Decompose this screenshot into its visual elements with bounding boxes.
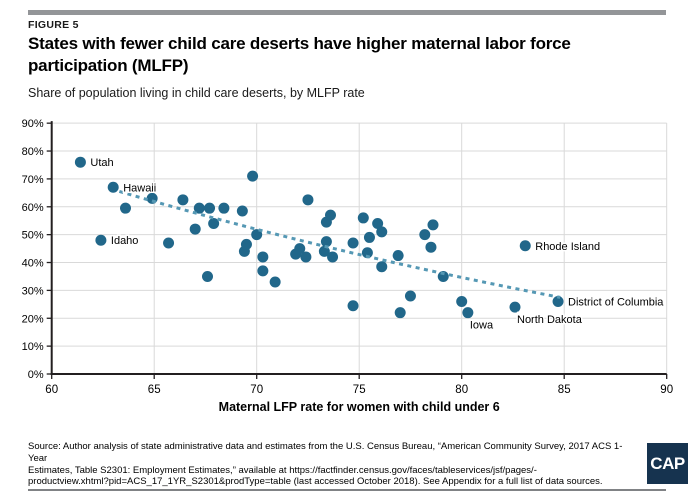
y-tick-label: 70%	[22, 174, 44, 186]
state-label: Hawaii	[123, 182, 156, 194]
data-point	[302, 194, 314, 206]
data-point	[189, 223, 201, 235]
data-point	[392, 250, 404, 262]
state-label: North Dakota	[517, 314, 583, 326]
state-label: Iowa	[470, 320, 494, 332]
data-point	[361, 247, 373, 259]
x-tick-label: 60	[45, 384, 58, 396]
data-point	[394, 307, 406, 319]
data-point	[120, 202, 131, 214]
top-divider-bar	[28, 10, 666, 15]
y-tick-label: 10%	[22, 341, 44, 353]
data-point	[376, 261, 388, 273]
data-point	[294, 243, 306, 255]
x-axis-title: Maternal LFP rate for women with child u…	[219, 400, 500, 414]
data-point	[347, 300, 359, 312]
state-label: Utah	[90, 157, 113, 169]
state-label: Idaho	[111, 235, 139, 247]
data-point	[404, 290, 416, 302]
x-tick-label: 75	[353, 384, 366, 396]
data-point	[456, 296, 468, 308]
data-point	[318, 245, 330, 257]
data-point	[240, 238, 252, 250]
y-tick-label: 40%	[22, 258, 44, 270]
chart-subtitle: Share of population living in child care…	[28, 86, 365, 100]
data-point	[208, 218, 220, 230]
data-point	[257, 265, 269, 277]
y-tick-label: 0%	[28, 369, 44, 381]
data-point	[425, 241, 437, 253]
source-text: Source: Author analysis of state adminis…	[28, 441, 640, 488]
data-point	[347, 237, 359, 249]
y-tick-label: 20%	[22, 313, 44, 325]
data-point	[202, 270, 213, 282]
y-tick-label: 50%	[22, 230, 44, 242]
x-tick-label: 70	[250, 384, 263, 396]
y-tick-label: 80%	[22, 146, 44, 158]
trendline	[118, 190, 561, 299]
state-label: District of Columbia	[568, 297, 664, 309]
data-point	[107, 181, 119, 193]
scatter-chart: 0% 10% 20% 30% 40% 50% 60% 70% 80% 90% 60 65 70 75 80 8…	[22, 118, 673, 414]
data-point	[372, 218, 384, 230]
data-point	[177, 194, 189, 206]
data-point	[193, 202, 205, 214]
data-point	[95, 234, 107, 246]
data-point	[218, 202, 230, 214]
data-point	[509, 301, 521, 313]
source-line: Source: Author analysis of state adminis…	[28, 441, 623, 464]
x-tick-label: 90	[660, 384, 673, 396]
source-line: productview.xhtml?pid=ACS_17_1YR_S2301&p…	[28, 476, 603, 488]
data-point	[427, 219, 439, 231]
data-point	[163, 237, 175, 249]
data-point	[462, 307, 474, 319]
data-point	[236, 205, 248, 217]
data-point	[325, 209, 336, 221]
data-point	[327, 251, 339, 263]
data-point	[269, 276, 281, 288]
y-tick-label: 60%	[22, 202, 44, 214]
data-point	[363, 231, 375, 243]
data-point	[204, 202, 216, 214]
data-point	[519, 240, 531, 252]
x-tick-label: 85	[558, 384, 571, 396]
data-point	[357, 212, 369, 224]
cap-logo: CAP	[647, 443, 688, 484]
figure-label: FIGURE 5	[28, 19, 79, 31]
data-point	[300, 251, 312, 263]
x-tick-label: 65	[148, 384, 161, 396]
data-point	[419, 229, 431, 241]
data-point	[74, 156, 86, 168]
data-point	[320, 236, 332, 248]
data-point	[251, 229, 263, 241]
data-point	[376, 226, 388, 238]
y-tick-label: 90%	[22, 118, 44, 130]
bottom-divider-rule	[28, 489, 666, 491]
data-point	[257, 251, 269, 263]
source-line: Estimates, Table S2301: Employment Estim…	[28, 464, 537, 476]
data-point	[247, 170, 259, 182]
x-tick-label: 80	[455, 384, 468, 396]
data-point	[552, 296, 564, 308]
page-title: States with fewer child care deserts hav…	[28, 34, 571, 75]
state-label: Rhode Island	[535, 241, 600, 253]
y-tick-label: 30%	[22, 285, 44, 297]
